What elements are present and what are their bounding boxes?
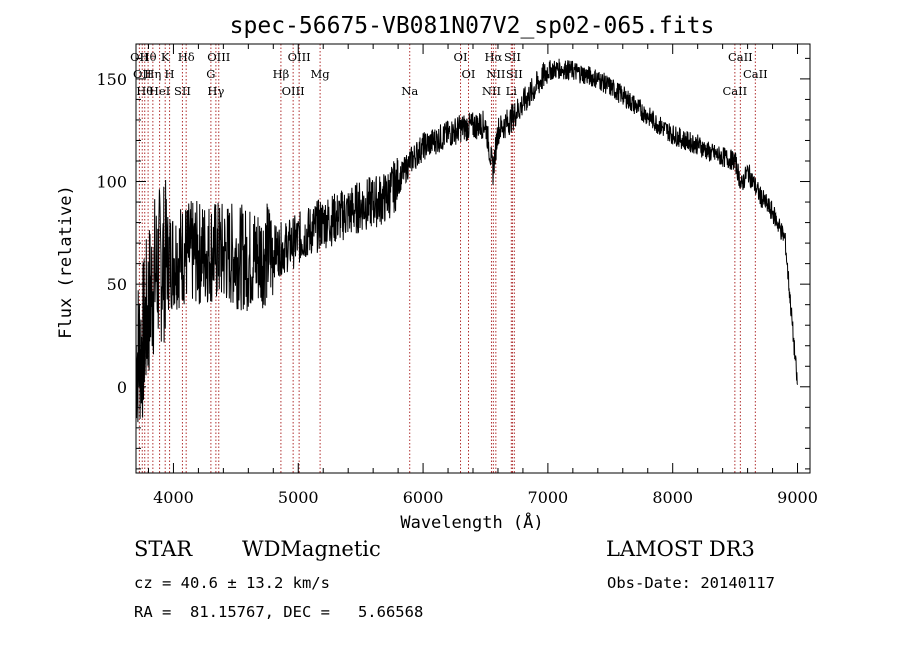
line-label: SII: [506, 67, 523, 81]
line-label: OIII: [207, 50, 230, 64]
line-label: G: [206, 67, 215, 81]
line-label: HeI: [149, 84, 170, 98]
line-label: OIII: [282, 84, 305, 98]
line-label: Mg: [311, 67, 331, 81]
y-tick-label: 0: [117, 378, 127, 397]
line-label: SII: [174, 84, 191, 98]
spectral-line-labels: OIIOIIHθHθHηHeIKHSIIHδGHγOIIIHβOIIIOIIIM…: [130, 50, 768, 98]
coordinates: RA = 81.15767, DEC = 5.66568: [134, 603, 424, 621]
line-label: CaII: [728, 50, 753, 64]
x-tick-label: 6000: [403, 488, 444, 507]
line-label: Hγ: [207, 84, 224, 98]
object-class: STAR: [134, 537, 193, 561]
observation-date: Obs-Date: 20140117: [607, 574, 775, 592]
y-axis-label: Flux (relative): [56, 185, 76, 339]
x-tick-label: 8000: [652, 488, 693, 507]
y-tick-label: 100: [96, 173, 127, 192]
line-label: K: [161, 50, 170, 64]
spectrum-series: [135, 58, 798, 423]
line-label: Hα: [484, 50, 502, 64]
line-label: Hη: [144, 67, 161, 81]
line-label: Hβ: [273, 67, 290, 81]
axis-ticks: 4000 5000 6000 7000 8000 9000 0 50 100 150: [96, 44, 818, 507]
flux-series-line: [135, 58, 798, 423]
object-subclass: WDMagnetic: [242, 537, 381, 561]
y-tick-label: 50: [107, 275, 127, 294]
line-label: NII: [486, 67, 505, 81]
line-label: Hδ: [178, 50, 195, 64]
redshift-velocity: cz = 40.6 ± 13.2 km/s: [134, 574, 330, 592]
line-label: Na: [401, 84, 418, 98]
line-label: NII: [482, 84, 501, 98]
line-label: CaII: [743, 67, 768, 81]
line-label: Hθ: [140, 50, 157, 64]
line-label: OIII: [288, 50, 311, 64]
line-label: OII: [130, 50, 149, 64]
x-tick-label: 7000: [528, 488, 569, 507]
survey-name: LAMOST DR3: [606, 537, 755, 561]
x-tick-label: 5000: [278, 488, 319, 507]
line-label: OII: [133, 67, 152, 81]
line-label: OI: [462, 67, 476, 81]
chart-title: spec-56675-VB081N07V2_sp02-065.fits: [230, 13, 715, 39]
y-tick-label: 150: [96, 70, 127, 89]
line-label: SII: [504, 50, 521, 64]
x-tick-label: 4000: [153, 488, 194, 507]
line-label: Li: [506, 84, 518, 98]
line-label: Hθ: [136, 84, 153, 98]
line-label: CaII: [722, 84, 747, 98]
x-tick-label: 9000: [777, 488, 818, 507]
x-axis-label: Wavelength (Å): [400, 511, 543, 533]
line-label: H: [165, 67, 175, 81]
line-label: OI: [454, 50, 468, 64]
